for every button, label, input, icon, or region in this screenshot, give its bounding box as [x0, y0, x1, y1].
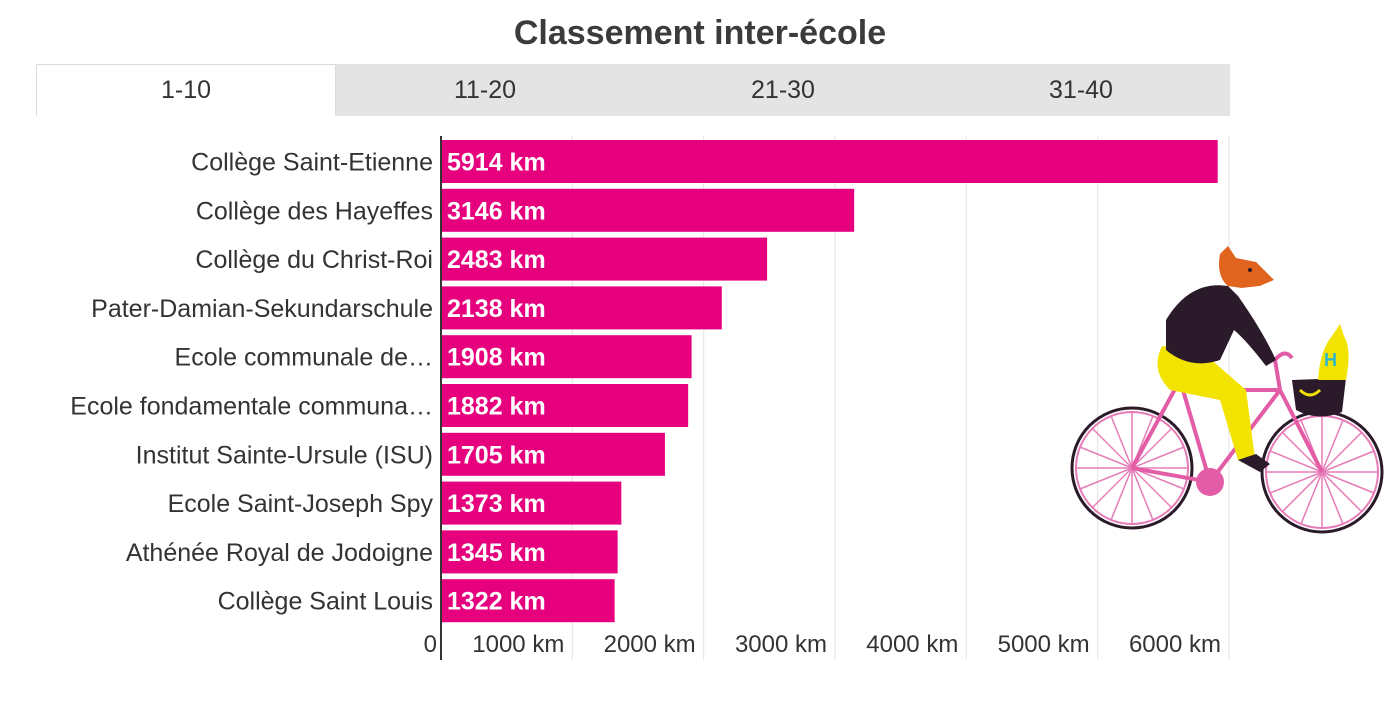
legs: [1157, 346, 1256, 466]
bar-6: [442, 384, 689, 427]
category-label: Pater-Damian-Sekundarschule: [91, 295, 433, 323]
x-tick-label: 3000 km: [735, 631, 827, 658]
x-tick-label: 4000 km: [866, 631, 958, 658]
category-label: Institut Sainte-Ursule (ISU): [136, 441, 433, 469]
fox-riding-bicycle-illustration: H: [1070, 246, 1384, 534]
bar-5: [442, 335, 692, 379]
bar-10: [442, 579, 615, 623]
torso: [1166, 285, 1276, 366]
tab-21-30[interactable]: 21-30: [751, 75, 815, 104]
fox-head: [1219, 246, 1274, 288]
bar-3: [442, 237, 768, 281]
chart-title: Classement inter-école: [513, 14, 887, 52]
bar-value-label: 1705 km: [447, 441, 546, 469]
bar-value-label: 1345 km: [447, 539, 546, 567]
bar-value-label: 1882 km: [447, 393, 546, 421]
bar-value-label: 1322 km: [447, 588, 546, 616]
tab-11-20[interactable]: 11-20: [453, 75, 517, 104]
bar-value-label: 5914 km: [447, 149, 546, 177]
bar-value-label: 2138 km: [447, 295, 546, 323]
category-label: Collège des Hayeffes: [196, 197, 433, 225]
cat: [1318, 324, 1349, 380]
tab-31-40[interactable]: 31-40: [1049, 75, 1113, 104]
bar-value-label: 3146 km: [447, 197, 546, 225]
basket: [1292, 378, 1346, 417]
crank: [1196, 468, 1224, 496]
category-label: Ecole fondamentale communa…: [70, 393, 433, 421]
x-tick-label: 6000 km: [1129, 631, 1221, 658]
basket-letter: H: [1324, 350, 1337, 370]
category-label: Collège du Christ-Roi: [195, 246, 433, 274]
category-label: Athénée Royal de Jodoigne: [126, 539, 433, 567]
bar-4: [442, 286, 722, 330]
x-tick-label: 1000 km: [472, 631, 564, 658]
tab-1-10[interactable]: 1-10: [36, 64, 336, 116]
bar-value-label: 1373 km: [447, 490, 546, 518]
x-tick-label: 2000 km: [604, 631, 696, 658]
bar-value-label: 2483 km: [447, 246, 546, 274]
range-tabs: 1-10 11-20 21-30 31-40: [36, 64, 1230, 116]
category-label: Ecole communale de…: [175, 344, 433, 372]
bar-2: [442, 188, 855, 232]
bar-7: [442, 432, 665, 476]
category-label: Collège Saint Louis: [218, 588, 433, 616]
x-tick-label: 5000 km: [998, 631, 1090, 658]
category-label: Collège Saint-Etienne: [191, 149, 433, 177]
bar-1: [442, 140, 1218, 183]
category-label: Ecole Saint-Joseph Spy: [168, 490, 434, 518]
bar-value-label: 1908 km: [447, 344, 546, 372]
bar-9: [442, 530, 618, 574]
bar-8: [442, 481, 622, 525]
x-tick-label: 0: [424, 631, 437, 658]
